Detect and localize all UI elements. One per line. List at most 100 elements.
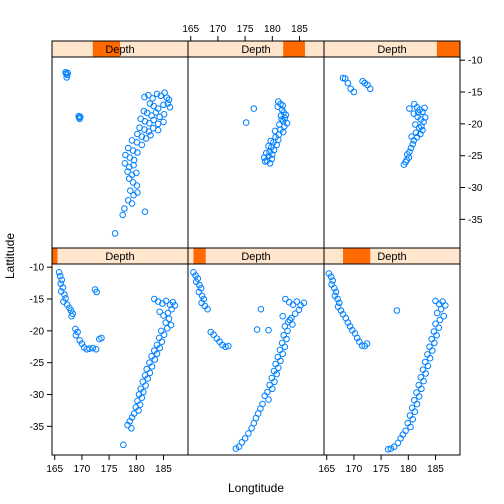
data-point [74,328,81,336]
data-point [279,102,287,109]
data-point [124,197,132,204]
data-point [279,350,287,358]
data-point [420,377,427,385]
data-point [168,305,175,313]
data-point [431,339,438,347]
data-point [121,205,128,212]
y-tick-label: -25 [30,358,45,369]
data-point [160,118,167,126]
data-point [406,105,413,112]
panel-border [323,263,461,456]
x-tick-label: 180 [400,464,417,475]
data-point [125,175,133,182]
data-point [158,327,165,335]
data-point [344,79,352,87]
data-point [138,394,146,402]
data-point [337,307,345,314]
data-point [245,430,252,437]
panel-border [51,263,189,456]
strip-label: Depth [377,44,406,56]
data-point [138,141,146,149]
data-point [280,332,288,339]
x-tick-label: 170 [346,464,363,475]
data-point [195,288,203,296]
points-group [242,98,291,167]
data-point [145,91,152,99]
data-point [422,370,430,377]
data-point [119,211,126,219]
data-point [394,439,402,447]
data-point [219,341,226,349]
strip-label: Depth [377,251,406,263]
panel-6: Depth [323,247,461,456]
data-point [417,374,425,381]
data-point [75,114,83,121]
strip-depth-marker [343,248,371,264]
data-point [124,421,131,429]
data-point [278,339,286,347]
points-group [325,270,449,453]
data-point [98,334,105,342]
data-point [284,327,291,335]
data-point [68,312,75,320]
data-point [329,277,337,284]
data-point [334,303,342,311]
data-point [412,121,419,128]
x-tick-label: 170 [210,24,227,35]
data-point [160,101,167,109]
data-point [265,326,272,334]
data-point [273,141,281,149]
data-point [198,292,206,300]
data-point [278,116,285,123]
x-tick-label: 165 [182,24,199,35]
data-point [300,299,308,307]
strip-background [188,248,324,264]
y-tick-label: -10 [468,56,483,67]
data-point [134,189,141,196]
data-point [433,332,440,339]
data-point [162,297,170,305]
y-tick-label: -30 [30,390,45,401]
data-point [128,200,136,207]
data-point [153,350,161,358]
data-point [250,105,258,112]
data-point [432,297,439,305]
data-point [160,312,167,319]
data-point [283,335,290,343]
y-tick-label: -35 [468,215,483,226]
data-point [327,273,335,281]
data-point [419,108,426,116]
data-point [164,325,171,332]
data-point [432,320,439,328]
data-point [276,346,284,354]
data-point [93,288,100,296]
data-point [196,281,203,289]
data-point [413,400,421,408]
data-point [56,272,64,280]
y-tick-label: -20 [30,326,45,337]
data-point [271,378,278,386]
data-point [152,109,160,116]
data-point [281,343,289,351]
data-point [134,149,141,156]
data-point [164,100,172,107]
data-point [140,107,148,115]
x-tick-label: 180 [264,24,281,35]
data-point [165,315,173,323]
data-point [147,132,154,139]
panel-border [323,56,461,249]
data-point [418,385,425,393]
data-point [72,332,80,339]
data-point [121,160,129,167]
y-tick-label: -30 [468,183,483,194]
data-point [146,119,153,127]
strip-depth-marker [436,41,460,57]
data-point [144,375,151,382]
data-point [334,295,341,303]
data-point [275,364,282,372]
data-point [408,133,415,140]
data-point [363,340,371,347]
panel-2: Depth [187,40,325,249]
data-point [265,396,272,403]
data-point [160,331,168,339]
